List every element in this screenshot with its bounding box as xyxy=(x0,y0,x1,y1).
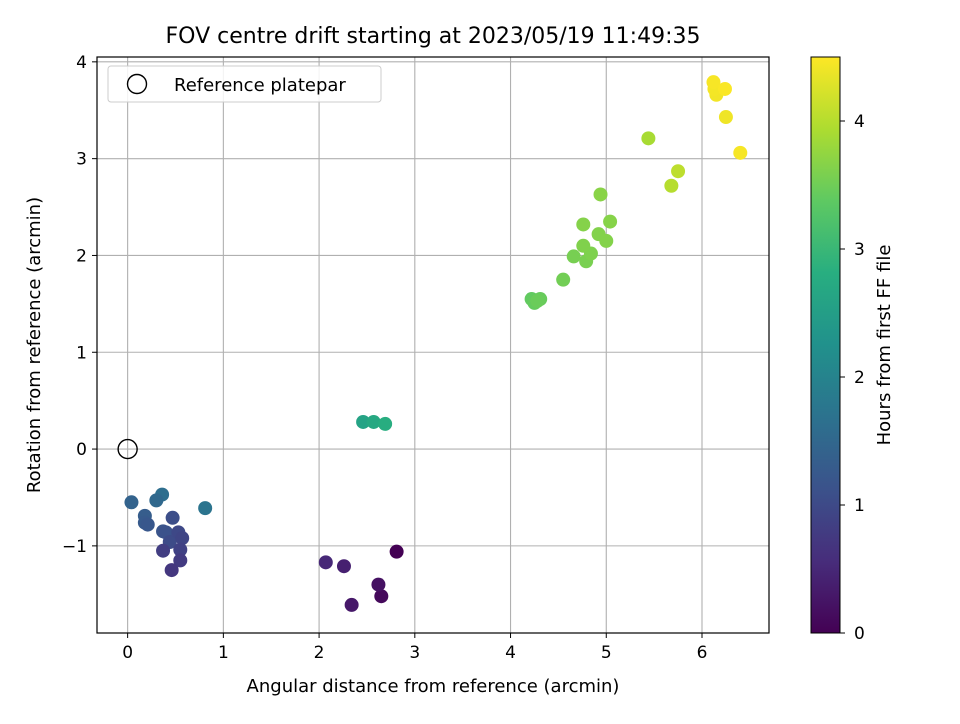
data-point xyxy=(156,543,171,558)
x-tick-label: 4 xyxy=(505,643,516,663)
data-point xyxy=(671,164,686,179)
x-tick-label: 5 xyxy=(601,643,612,663)
x-tick-label: 0 xyxy=(122,643,133,663)
y-tick-label: 4 xyxy=(76,53,87,73)
data-point xyxy=(164,563,179,578)
chart-title: FOV centre drift starting at 2023/05/19 … xyxy=(166,24,701,49)
data-point xyxy=(593,187,608,202)
x-axis-label: Angular distance from reference (arcmin) xyxy=(247,676,620,697)
data-point xyxy=(173,542,188,557)
data-point xyxy=(603,214,618,229)
data-point xyxy=(733,145,748,160)
y-tick-label: 0 xyxy=(76,440,87,460)
data-point xyxy=(356,414,371,429)
x-tick-label: 3 xyxy=(409,643,420,663)
x-tick-label: 6 xyxy=(697,643,708,663)
data-point xyxy=(566,249,581,264)
data-point xyxy=(718,110,733,125)
legend-marker-reference xyxy=(126,73,148,95)
y-tick-label: 3 xyxy=(76,150,87,170)
colorbar: 0 1 2 3 4 Hours from first FF file xyxy=(810,56,895,644)
data-point xyxy=(576,238,591,253)
data-point xyxy=(366,414,381,429)
colorbar-gradient xyxy=(810,56,841,634)
reference-point xyxy=(117,438,138,460)
data-point xyxy=(556,272,571,287)
legend-box xyxy=(107,65,382,103)
data-point xyxy=(175,531,190,546)
data-point xyxy=(576,217,591,232)
legend-label-reference: Reference platepar xyxy=(174,75,346,96)
data-point xyxy=(124,495,139,510)
data-point xyxy=(599,233,614,248)
y-axis-label: Rotation from reference (arcmin) xyxy=(24,197,45,493)
data-point xyxy=(374,589,389,604)
y-tick-label: −1 xyxy=(62,537,87,557)
grid xyxy=(97,57,769,633)
x-tick-label: 1 xyxy=(218,643,229,663)
data-point xyxy=(664,178,679,193)
colorbar-tick-label: 2 xyxy=(854,368,865,388)
data-point xyxy=(165,510,180,525)
data-point xyxy=(140,517,155,532)
data-point xyxy=(318,555,333,570)
colorbar-ticks: 0 1 2 3 4 xyxy=(840,112,865,644)
data-points xyxy=(124,75,748,612)
y-tick-label: 2 xyxy=(76,246,87,266)
colorbar-tick-label: 4 xyxy=(854,112,865,132)
colorbar-tick-label: 3 xyxy=(854,240,865,260)
data-point xyxy=(173,553,188,568)
data-point xyxy=(706,75,721,90)
reference-platepar-marker xyxy=(117,438,138,460)
x-axis-ticks: 0 1 2 3 4 5 6 xyxy=(122,633,707,663)
data-point xyxy=(530,293,545,308)
data-point xyxy=(371,577,386,592)
colorbar-tick-label: 0 xyxy=(854,624,865,644)
legend: Reference platepar xyxy=(107,65,382,103)
data-point xyxy=(344,597,359,612)
data-point xyxy=(336,559,351,574)
data-point xyxy=(641,131,656,146)
y-tick-label: 1 xyxy=(76,343,87,363)
data-point xyxy=(149,493,164,508)
colorbar-tick-label: 1 xyxy=(854,496,865,516)
plot-frame xyxy=(96,56,770,634)
x-tick-label: 2 xyxy=(314,643,325,663)
y-axis-ticks: −1 0 1 2 3 4 xyxy=(62,53,97,557)
data-point xyxy=(389,544,404,559)
colorbar-label: Hours from first FF file xyxy=(874,245,895,446)
data-point xyxy=(378,416,393,431)
data-point xyxy=(198,501,213,516)
data-point xyxy=(717,81,732,96)
